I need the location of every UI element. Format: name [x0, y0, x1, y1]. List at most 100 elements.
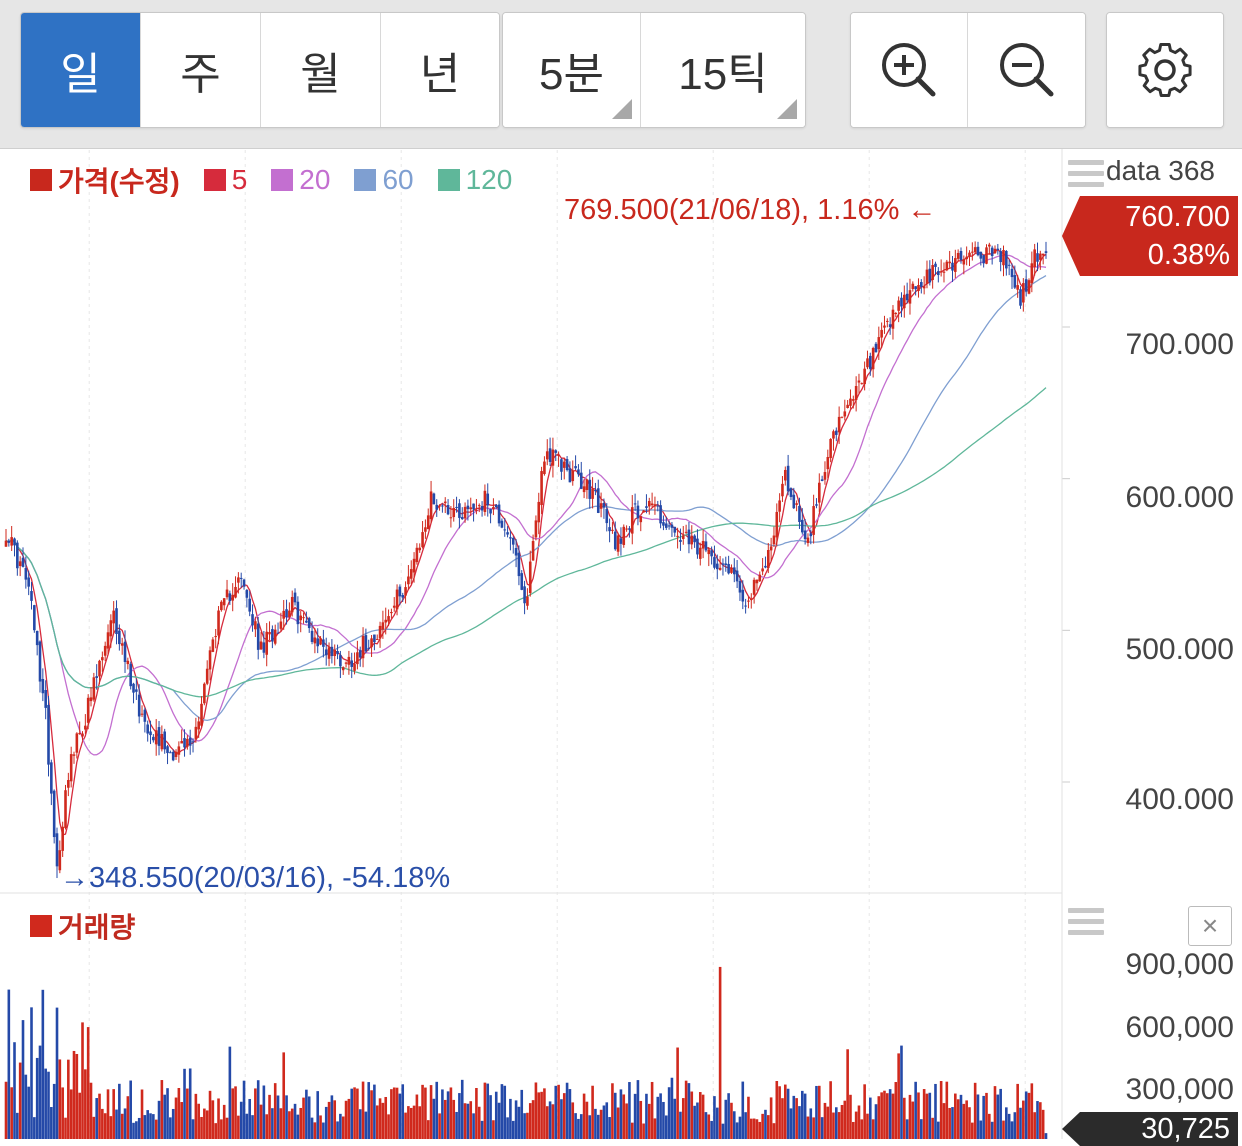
period-button-weekly[interactable]: 주 — [141, 13, 261, 127]
volume-bar — [404, 1112, 407, 1139]
candle-body — [959, 251, 963, 261]
period-button-monthly[interactable]: 월 — [261, 13, 381, 127]
close-volume-pane-button[interactable]: × — [1188, 906, 1232, 946]
candle-body — [322, 639, 325, 647]
candle-body — [197, 721, 200, 730]
volume-bar — [954, 1093, 957, 1139]
candle-body — [820, 479, 824, 482]
candle-body — [883, 325, 886, 328]
volume-bar — [239, 1101, 243, 1139]
volume-bar — [990, 1121, 994, 1139]
volume-bar — [894, 1082, 898, 1139]
candle-body — [832, 431, 835, 439]
volume-bar — [582, 1093, 586, 1139]
candle-body — [109, 620, 113, 637]
candle-body — [194, 726, 198, 740]
candle-body — [562, 461, 566, 468]
volume-bar — [435, 1081, 439, 1139]
legend-label: 20 — [299, 164, 331, 195]
candle-body — [1007, 264, 1011, 266]
candle-body — [375, 638, 379, 640]
volume-bar — [112, 1089, 115, 1139]
candle-body — [47, 704, 50, 765]
candle-body — [514, 548, 518, 556]
volume-bar — [466, 1103, 470, 1139]
volume-bar — [242, 1080, 246, 1139]
candle-body — [177, 746, 181, 755]
volume-bar — [186, 1088, 189, 1139]
candle-body — [118, 630, 121, 645]
candle-body — [466, 505, 470, 510]
price-pane-menu-icon[interactable] — [1068, 160, 1104, 193]
volume-bar — [670, 1077, 674, 1139]
candle-body — [1039, 253, 1042, 260]
volume-bar — [137, 1117, 141, 1139]
candle-body — [16, 542, 19, 569]
volume-bar — [857, 1105, 861, 1139]
volume-bar — [749, 1118, 753, 1139]
candle-body — [528, 561, 532, 594]
volume-bar — [503, 1085, 507, 1139]
volume-bar — [1030, 1083, 1034, 1139]
volume-bar — [798, 1106, 801, 1139]
volume-bar — [579, 1114, 583, 1139]
interval-button-15tick[interactable]: 15틱 — [641, 13, 805, 127]
volume-bar — [299, 1107, 303, 1139]
zoom-in-icon — [882, 43, 936, 97]
data-count-label: data 368 — [1106, 155, 1215, 186]
volume-bar — [16, 1112, 19, 1139]
candle-body — [350, 660, 354, 667]
candle-body — [273, 629, 277, 644]
volume-bar — [766, 1115, 770, 1139]
volume-bar — [1010, 1121, 1014, 1139]
volume-bar — [832, 1112, 835, 1139]
volume-bar — [1013, 1112, 1017, 1139]
volume-bar — [72, 1050, 76, 1139]
volume-bar — [656, 1096, 660, 1139]
legend-item-4[interactable]: 120 — [437, 164, 512, 196]
volume-bar — [1041, 1109, 1045, 1139]
candle-body — [449, 517, 453, 519]
candle-body — [115, 608, 118, 634]
volume-bar — [106, 1089, 110, 1139]
candle-body — [370, 638, 373, 648]
candle-body — [146, 724, 149, 734]
candle-body — [565, 459, 569, 471]
candle-body — [384, 619, 388, 623]
volume-bar — [931, 1117, 934, 1139]
legend-item-1[interactable]: 5 — [203, 164, 247, 196]
volume-bar — [418, 1106, 422, 1139]
period-button-yearly[interactable]: 년 — [381, 13, 499, 127]
candle-body — [208, 650, 212, 670]
volume-bar — [443, 1099, 447, 1139]
candle-body — [171, 751, 175, 761]
volume-bar — [514, 1100, 518, 1139]
candle-body — [1016, 285, 1019, 290]
candle-body — [180, 741, 183, 744]
volume-bar — [647, 1103, 651, 1139]
volume-bar — [188, 1068, 192, 1139]
candle-body — [540, 471, 543, 506]
volume-pane-menu-icon[interactable] — [1068, 908, 1104, 941]
volume-bar — [633, 1093, 637, 1139]
volume-bar — [747, 1096, 750, 1139]
volume-bar — [568, 1089, 572, 1139]
interval-button-5min[interactable]: 5분 — [503, 13, 641, 127]
zoom-in-button[interactable] — [851, 13, 968, 127]
period-button-daily[interactable]: 일 — [21, 13, 141, 127]
candle-body — [772, 535, 776, 545]
zoom-out-button[interactable] — [968, 13, 1085, 127]
volume-bar — [262, 1085, 266, 1139]
candle-body — [948, 261, 951, 264]
volume-bar — [520, 1089, 524, 1139]
legend-item-3[interactable]: 60 — [354, 164, 414, 196]
legend-item-0[interactable]: 가격(수정) — [30, 160, 180, 200]
volume-bar — [140, 1089, 144, 1139]
volume-bar — [33, 1117, 36, 1139]
legend-item-2[interactable]: 20 — [271, 164, 330, 196]
volume-bar — [103, 1113, 107, 1139]
volume-bar — [942, 1103, 946, 1139]
volume-bar — [350, 1088, 354, 1139]
settings-button[interactable] — [1107, 13, 1223, 127]
